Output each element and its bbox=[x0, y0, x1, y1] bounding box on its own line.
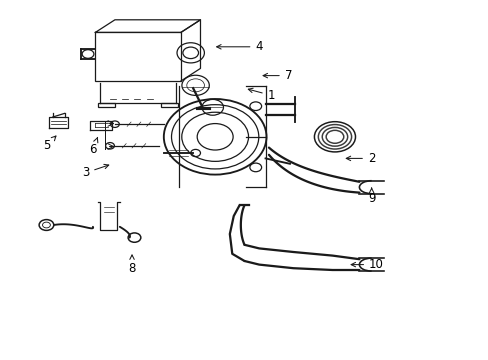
Text: 7: 7 bbox=[263, 69, 292, 82]
Text: 2: 2 bbox=[346, 152, 375, 165]
Text: 4: 4 bbox=[216, 40, 263, 53]
Text: 5: 5 bbox=[42, 136, 56, 152]
Text: 1: 1 bbox=[248, 88, 275, 102]
Text: 9: 9 bbox=[367, 188, 375, 204]
Text: 8: 8 bbox=[128, 255, 136, 275]
Text: 6: 6 bbox=[89, 138, 98, 156]
Text: 3: 3 bbox=[81, 165, 108, 179]
Text: 10: 10 bbox=[350, 258, 383, 271]
